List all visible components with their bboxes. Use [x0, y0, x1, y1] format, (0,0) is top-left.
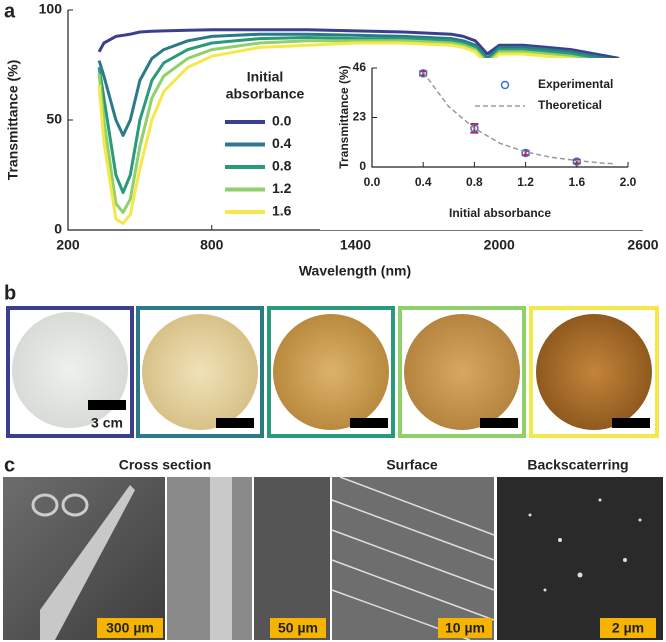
x-axis-title: Wavelength (nm): [299, 263, 411, 279]
x-tick-label: 2600: [627, 237, 658, 253]
y-tick-label: 0: [359, 159, 366, 173]
legend-label: 0.0: [272, 113, 292, 129]
sem-feature: [528, 498, 642, 592]
x-axis-title: Initial absorbance: [449, 206, 551, 220]
legend-title: Initial: [247, 69, 284, 85]
legend-label: Theoretical: [538, 98, 602, 112]
y-axis-title: Transmittance (%): [337, 65, 351, 168]
scale-box: [97, 618, 163, 638]
series-line: [97, 39, 620, 214]
y-tick-label: 46: [353, 60, 367, 74]
scale-label: 3 cm: [91, 415, 123, 431]
y-tick-label: 23: [353, 110, 367, 124]
sample-disc: [12, 312, 128, 428]
scale-label: 2 µm: [612, 620, 644, 636]
scale-bar: [612, 418, 650, 428]
x-tick-label: 0.0: [364, 175, 381, 189]
sem-image: [167, 477, 252, 640]
scale-box: [438, 618, 492, 638]
sem-title: Backscaterring: [527, 457, 628, 473]
sem-feature: [31, 493, 59, 517]
scale-label: 300 µm: [106, 620, 154, 636]
legend-title: absorbance: [226, 86, 305, 102]
sem-feature: [61, 493, 89, 517]
series-line: [97, 41, 620, 225]
theoretical-line: [422, 71, 616, 165]
sem-feature: [40, 485, 135, 640]
legend-label: Experimental: [538, 77, 613, 91]
main-chart: 0 50 100 200 800 1400 2000 2600 Wavelength (nm) T…: [5, 1, 659, 279]
inset-chart: 0 23 46 0.0 0.4 0.8 1.2 1.6 2.0 Initial absorbanc…: [320, 58, 650, 230]
scale-label: 50 µm: [278, 620, 318, 636]
scale-bar: [350, 418, 388, 428]
sample-disc: [142, 314, 258, 430]
x-tick-label: 200: [56, 237, 80, 253]
sem-title: Cross section: [119, 457, 212, 473]
sample-disc: [273, 314, 389, 430]
inset-background: [320, 58, 650, 230]
x-tick-label: 0.4: [415, 175, 432, 189]
scale-box: [600, 618, 656, 638]
y-tick-label: 0: [54, 221, 62, 237]
sem-image: [332, 477, 494, 640]
legend-label: 1.6: [272, 203, 292, 219]
x-tick-label: 2000: [484, 237, 515, 253]
y-tick-label: 50: [46, 111, 62, 127]
series-line: [97, 32, 620, 137]
photo-row: 3 cm: [6, 306, 659, 438]
sem-image: [254, 477, 330, 640]
scale-label: 10 µm: [445, 620, 485, 636]
sem-image: [497, 477, 663, 640]
sem-title: Surface: [386, 457, 438, 473]
x-tick-label: 1400: [340, 237, 371, 253]
scale-bar: [88, 400, 126, 410]
y-tick-label: 100: [39, 1, 63, 17]
legend-label: 0.8: [272, 158, 292, 174]
legend-swatch: [500, 80, 510, 90]
panel-label: b: [4, 282, 16, 304]
x-tick-label: 1.6: [568, 175, 585, 189]
x-tick-label: 2.0: [620, 175, 637, 189]
data-point: [470, 124, 479, 133]
y-axis-title: Transmittance (%): [5, 60, 21, 181]
scale-bar: [480, 418, 518, 428]
data-point: [418, 69, 428, 78]
x-tick-label: 1.2: [517, 175, 534, 189]
scale-box: [270, 618, 326, 638]
x-tick-label: 800: [200, 237, 224, 253]
axis: [371, 68, 628, 168]
x-tick-label: 0.8: [466, 175, 483, 189]
sample-disc: [536, 314, 652, 430]
sem-feature: [331, 476, 495, 641]
panel-label: c: [4, 454, 15, 476]
sem-feature: [210, 477, 232, 640]
sample-disc: [404, 314, 520, 430]
sem-row: Cross section Surface Backscaterring 300…: [3, 457, 663, 641]
legend-label: 1.2: [272, 180, 292, 196]
series-line: [97, 36, 620, 195]
series-line: [97, 28, 620, 60]
panel-label: a: [4, 0, 16, 22]
scale-bar: [216, 418, 254, 428]
data-point: [572, 157, 582, 166]
legend-label: 0.4: [272, 135, 292, 151]
